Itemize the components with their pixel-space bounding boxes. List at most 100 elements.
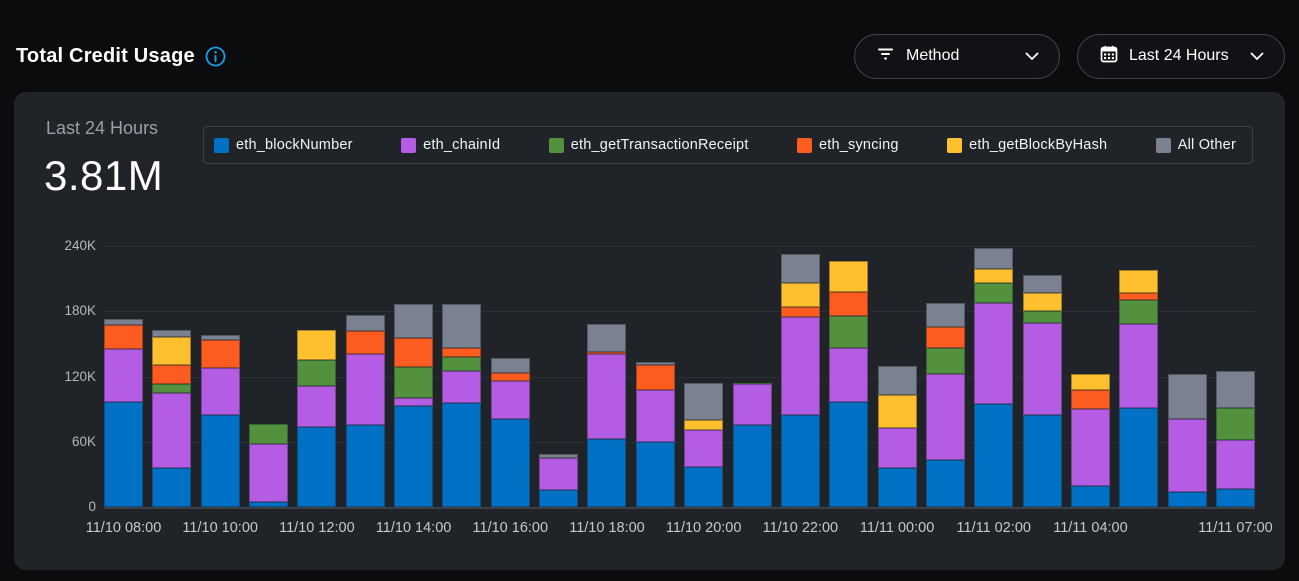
bar-segment [200, 339, 240, 368]
bar-segment [780, 306, 820, 317]
bar-segment [684, 420, 724, 430]
period-label: Last 24 Hours [46, 118, 159, 138]
bar-segment [152, 329, 192, 338]
bar-segment [732, 384, 772, 426]
y-tick-label: 120K [64, 368, 96, 384]
bar-segment [1119, 300, 1159, 325]
legend-label: eth_chainId [423, 137, 501, 153]
bar-segment [249, 443, 289, 502]
bar-segment [1119, 292, 1159, 301]
bar-segment [732, 425, 772, 507]
bar-segment [152, 364, 192, 385]
x-axis-line [104, 507, 1255, 509]
bar-11-11-00-00[interactable] [877, 365, 917, 507]
x-tick-label: 11/10 10:00 [182, 520, 258, 536]
bar-11-10-13-00[interactable] [345, 314, 385, 507]
header: Total Credit Usage [0, 0, 1299, 92]
legend-swatch [797, 137, 813, 153]
bar-11-11-02-00[interactable] [974, 248, 1014, 507]
y-tick-label: 0 [88, 499, 96, 514]
bar-segment [490, 418, 530, 507]
bar-segment [1022, 275, 1062, 293]
legend-item-eth-gettransactionreceipt[interactable]: eth_getTransactionReceipt [548, 137, 749, 153]
x-tick-label: 11/11 02:00 [956, 520, 1031, 536]
title-wrap: Total Credit Usage [16, 45, 226, 68]
legend-item-all-other[interactable]: All Other [1155, 137, 1236, 153]
bar-11-10-19-00[interactable] [635, 362, 675, 507]
bar-segment [1022, 292, 1062, 312]
gridline-180k [104, 311, 1255, 312]
bar-11-11-07-00[interactable] [1216, 371, 1255, 507]
x-tick-label: 11/11 07:00 [1198, 520, 1273, 536]
bar-11-11-05-00[interactable] [1119, 269, 1159, 507]
bar-11-10-17-00[interactable] [539, 453, 579, 507]
legend-item-eth-getblockbyhash[interactable]: eth_getBlockByHash [947, 137, 1107, 153]
bar-11-10-22-00[interactable] [780, 253, 820, 507]
bar-segment [490, 358, 530, 374]
bar-11-10-11-00[interactable] [249, 424, 289, 507]
y-tick-label: 60K [71, 433, 96, 449]
bar-segment [442, 371, 482, 403]
bar-segment [297, 360, 337, 387]
bar-segment [829, 291, 869, 316]
legend-item-eth-chainid[interactable]: eth_chainId [401, 137, 500, 153]
x-tick-label: 11/11 04:00 [1053, 520, 1128, 536]
legend-swatch [947, 137, 963, 153]
gridline-60k [104, 442, 1255, 443]
legend-item-eth-syncing[interactable]: eth_syncing [797, 137, 899, 153]
bar-11-10-08-00[interactable] [104, 318, 143, 507]
bar-segment [104, 318, 143, 326]
bar-segment [780, 414, 820, 507]
bar-11-11-06-00[interactable] [1167, 374, 1207, 507]
info-circle-icon[interactable] [205, 46, 226, 67]
bar-11-10-21-00[interactable] [732, 383, 772, 507]
bar-segment [104, 325, 143, 350]
bar-segment [974, 403, 1014, 507]
bar-segment [297, 426, 337, 507]
bar-11-10-18-00[interactable] [587, 324, 627, 507]
bar-segment [1022, 311, 1062, 324]
method-dropdown-label: Method [906, 47, 960, 64]
bar-11-10-14-00[interactable] [394, 303, 434, 507]
bar-segment [684, 383, 724, 421]
bar-segment [249, 424, 289, 444]
bar-segment [539, 453, 579, 459]
bar-11-10-23-00[interactable] [829, 261, 869, 507]
bar-segment [297, 386, 337, 427]
legend-item-eth-blocknumber[interactable]: eth_blockNumber [214, 137, 353, 153]
bar-segment [877, 427, 917, 468]
bar-11-10-16-00[interactable] [490, 358, 530, 507]
bar-segment [1216, 408, 1255, 440]
credit-usage-panel: Last 24 Hours 3.81M eth_blockNumber eth_c… [14, 92, 1285, 570]
filter-controls: Method [854, 33, 1285, 79]
bar-segment [345, 425, 385, 507]
bar-segment [539, 458, 579, 490]
bar-segment [1216, 439, 1255, 489]
bar-segment [1167, 418, 1207, 492]
bar-11-11-03-00[interactable] [1022, 275, 1062, 507]
bar-segment [1216, 488, 1255, 507]
bar-segment [200, 335, 240, 340]
bar-segment [829, 401, 869, 507]
x-tick-label: 11/10 08:00 [85, 520, 162, 536]
bar-11-10-20-00[interactable] [684, 383, 724, 507]
bar-segment [684, 429, 724, 467]
bar-segment [152, 384, 192, 393]
bar-segment [394, 366, 434, 399]
bar-11-11-01-00[interactable] [925, 302, 965, 507]
bar-11-11-04-00[interactable] [1070, 374, 1110, 507]
bar-segment [780, 282, 820, 307]
bar-segment [442, 348, 482, 357]
bar-segment [829, 261, 869, 292]
bar-segment [587, 324, 627, 352]
bar-11-10-10-00[interactable] [200, 335, 240, 507]
bar-11-10-12-00[interactable] [297, 329, 337, 507]
bar-11-10-09-00[interactable] [152, 329, 192, 507]
bar-segment [925, 348, 965, 375]
time-range-dropdown[interactable]: Last 24 Hours [1077, 33, 1285, 79]
bar-11-10-15-00[interactable] [442, 303, 482, 507]
bar-segment [1119, 408, 1159, 507]
gridline-240k [104, 246, 1255, 247]
legend-swatch [548, 137, 564, 153]
method-dropdown[interactable]: Method [854, 33, 1060, 79]
